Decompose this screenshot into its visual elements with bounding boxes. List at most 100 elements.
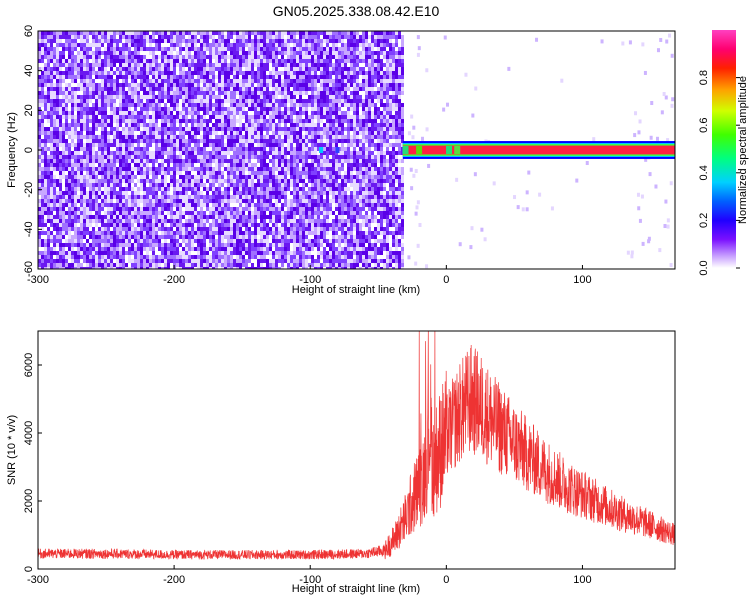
spectrogram-cell bbox=[164, 31, 167, 35]
spectrogram-cell bbox=[41, 119, 44, 123]
spectrogram-cell bbox=[98, 119, 101, 123]
spectrogram-cell bbox=[380, 159, 383, 163]
spectrogram-cell bbox=[314, 131, 317, 135]
spectrogram-cell bbox=[248, 159, 251, 163]
spectrogram-cell bbox=[353, 115, 356, 119]
spectrogram-cell bbox=[398, 159, 401, 163]
spectrogram-cell bbox=[338, 139, 341, 143]
spectrogram-cell bbox=[377, 59, 380, 63]
spectrogram-cell bbox=[395, 123, 398, 127]
spectrogram-cell bbox=[224, 195, 227, 199]
spectrogram-cell bbox=[347, 39, 350, 43]
spectrogram-cell bbox=[314, 115, 317, 119]
spectrogram-cell bbox=[182, 127, 185, 131]
spectrogram-cell bbox=[290, 99, 293, 103]
spectrogram-cell bbox=[191, 131, 194, 135]
spectrogram-cell bbox=[170, 87, 173, 91]
spectrogram-cell bbox=[326, 187, 329, 191]
spectrogram-cell bbox=[338, 131, 341, 135]
spectrogram-cell bbox=[287, 171, 290, 175]
spectrogram-cell bbox=[161, 83, 164, 87]
spectrogram-cell bbox=[311, 43, 314, 47]
spectrogram-cell bbox=[158, 147, 161, 151]
spectrogram-cell bbox=[257, 95, 260, 99]
spectrogram-cell bbox=[122, 75, 125, 79]
spectrogram-cell bbox=[395, 195, 398, 199]
spectrogram-cell bbox=[335, 35, 338, 39]
spectrogram-cell bbox=[257, 159, 260, 163]
spectrogram-cell bbox=[311, 67, 314, 71]
spectrogram-cell bbox=[80, 63, 83, 67]
spectrogram-cell bbox=[251, 95, 254, 99]
spectrogram-cell bbox=[290, 135, 293, 139]
spectrogram-cell bbox=[239, 111, 242, 115]
spectrogram-cell bbox=[230, 87, 233, 91]
spectrogram-cell bbox=[152, 151, 155, 155]
spectrogram-cell bbox=[389, 55, 392, 59]
spectrogram-cell bbox=[272, 39, 275, 43]
spectrogram-cell bbox=[296, 155, 299, 159]
spectrogram-cell bbox=[188, 163, 191, 167]
spectrogram-cell bbox=[233, 187, 236, 191]
spectrogram-cell bbox=[191, 95, 194, 99]
spectrogram-cell bbox=[86, 107, 89, 111]
spectrogram-cell bbox=[53, 67, 56, 71]
spectrogram-cell bbox=[221, 139, 224, 143]
spectrogram-cell bbox=[122, 67, 125, 71]
spectrogram-cell bbox=[326, 139, 329, 143]
spectrogram-cell bbox=[368, 131, 371, 135]
spectrogram-cell bbox=[173, 203, 176, 207]
spectrogram-cell bbox=[110, 107, 113, 111]
spectrogram-cell bbox=[215, 39, 218, 43]
spectrogram-cell bbox=[83, 119, 86, 123]
spectrogram-cell bbox=[251, 87, 254, 91]
spectrogram-cell bbox=[245, 35, 248, 39]
spectrogram-cell bbox=[218, 147, 221, 151]
spectrogram-cell bbox=[74, 47, 77, 51]
spectrogram-cell bbox=[119, 135, 122, 139]
spectrogram-cell bbox=[323, 155, 326, 159]
spectrogram-cell bbox=[125, 159, 128, 163]
spectrogram-cell bbox=[128, 47, 131, 51]
spectrogram-cell bbox=[113, 63, 116, 67]
spectrogram-cell bbox=[134, 43, 137, 47]
spectrogram-cell bbox=[170, 127, 173, 131]
spectrogram-cell bbox=[140, 183, 143, 187]
spectrogram-cell bbox=[389, 159, 392, 163]
spectrogram-cell bbox=[77, 83, 80, 87]
spectrogram-cell bbox=[335, 107, 338, 111]
spectrogram-cell bbox=[281, 59, 284, 63]
spectrogram-cell bbox=[47, 39, 50, 43]
spectrogram-cell bbox=[314, 195, 317, 199]
spectrogram-cell bbox=[161, 47, 164, 51]
spectrogram-cell bbox=[44, 63, 47, 67]
spectrogram-cell bbox=[284, 91, 287, 95]
spectrogram-cell bbox=[110, 163, 113, 167]
spectrogram-cell bbox=[362, 87, 365, 91]
spectrogram-cell bbox=[320, 143, 323, 147]
spectrogram-cell bbox=[110, 167, 113, 171]
spectrogram-cell bbox=[143, 119, 146, 123]
spectrogram-cell bbox=[383, 39, 386, 43]
spectrogram-cell bbox=[284, 79, 287, 83]
spectrogram-cell bbox=[161, 139, 164, 143]
spectrogram-cell bbox=[329, 39, 332, 43]
spectrogram-cell bbox=[338, 183, 341, 187]
spectrogram-cell bbox=[239, 199, 242, 203]
spectrogram-cell bbox=[221, 107, 224, 111]
spectrogram-cell bbox=[287, 63, 290, 67]
spectrogram-cell bbox=[98, 139, 101, 143]
spectrogram-cell bbox=[107, 99, 110, 103]
spectrogram-cell bbox=[167, 143, 170, 147]
spectrogram-cell bbox=[302, 67, 305, 71]
spectrogram-cell bbox=[155, 71, 158, 75]
spectrogram-cell bbox=[65, 107, 68, 111]
spectrogram-cell bbox=[98, 83, 101, 87]
spectrogram-cell bbox=[389, 51, 392, 55]
spectrogram-cell bbox=[161, 155, 164, 159]
spectrogram-cell bbox=[173, 191, 176, 195]
spectrogram-cell bbox=[62, 111, 65, 115]
spectrogram-cell bbox=[284, 119, 287, 123]
spectrogram-cell bbox=[311, 131, 314, 135]
spectrogram-cell bbox=[137, 199, 140, 203]
